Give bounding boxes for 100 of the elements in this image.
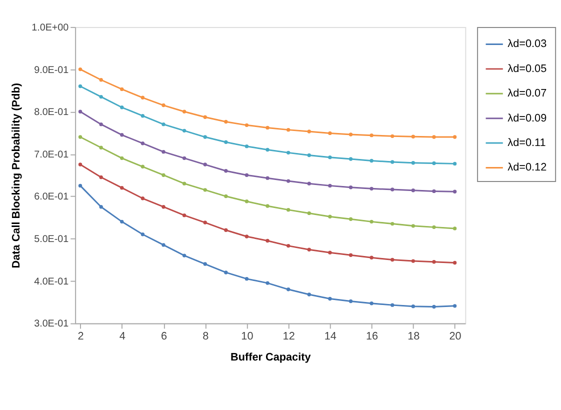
point	[286, 128, 290, 132]
point	[452, 162, 457, 166]
point	[348, 186, 353, 190]
point	[370, 158, 374, 163]
point	[78, 184, 82, 188]
point	[140, 232, 145, 236]
point	[78, 162, 82, 166]
point	[370, 220, 374, 224]
point	[411, 188, 416, 192]
point	[140, 196, 145, 200]
point	[452, 135, 457, 139]
point	[370, 133, 374, 138]
x-axis-title: Buffer Capacity	[230, 351, 311, 364]
point	[411, 304, 416, 308]
point	[452, 226, 457, 230]
point	[182, 254, 186, 258]
x-tick-label: 8	[202, 330, 209, 343]
point	[348, 217, 353, 221]
point	[78, 110, 82, 114]
point	[328, 214, 332, 218]
point	[286, 208, 290, 212]
point	[162, 173, 166, 177]
point	[99, 175, 103, 180]
y-tick-label: 3.0E-01	[34, 318, 69, 330]
point	[203, 162, 207, 166]
point	[266, 148, 270, 152]
point	[411, 134, 416, 138]
point	[182, 156, 186, 160]
y-axis-title: Data Call Blocking Probability (Pdb)	[10, 82, 23, 268]
point	[78, 135, 82, 139]
x-tick-label: 6	[160, 330, 168, 343]
point	[390, 134, 394, 138]
point	[99, 78, 103, 82]
x-tick-label: 2	[78, 330, 84, 343]
point	[266, 176, 270, 180]
y-tick-label: 4.0E-01	[34, 276, 69, 288]
point	[307, 292, 311, 296]
point	[140, 114, 145, 118]
point	[203, 188, 207, 192]
point	[182, 128, 186, 133]
point	[452, 190, 457, 194]
point	[224, 228, 228, 232]
point	[390, 160, 394, 164]
point	[370, 186, 374, 191]
x-tick-label: 12	[282, 330, 295, 343]
point	[411, 259, 416, 263]
legend-label: λd=0.11	[508, 136, 546, 149]
point	[307, 153, 311, 158]
point	[99, 205, 103, 209]
point	[328, 184, 332, 188]
point	[452, 304, 457, 308]
x-tick-label: 10	[241, 330, 254, 343]
legend-label: λd=0.07	[508, 88, 547, 100]
point	[120, 156, 124, 160]
point	[286, 288, 290, 292]
point	[390, 258, 394, 262]
point	[348, 253, 353, 257]
point	[140, 96, 145, 100]
y-tick-label: 8.0E-01	[34, 107, 69, 118]
point	[99, 122, 103, 126]
point	[370, 256, 374, 260]
point	[162, 150, 166, 154]
point	[432, 189, 436, 194]
point	[348, 157, 353, 161]
point	[244, 144, 249, 148]
point	[432, 260, 436, 264]
point	[286, 179, 290, 183]
x-tick-label: 4	[119, 330, 126, 343]
point	[162, 122, 166, 126]
legend-label: λd=0.05	[508, 62, 547, 75]
point	[203, 115, 207, 119]
point	[182, 182, 186, 186]
point	[411, 224, 416, 228]
point	[452, 260, 457, 265]
y-tick-label: 6.0E-01	[34, 192, 69, 203]
y-tick-label: 9.0E-01	[34, 64, 69, 76]
point	[78, 67, 82, 72]
legend-label: λd=0.09	[508, 112, 547, 124]
point	[328, 296, 332, 301]
point	[203, 135, 207, 139]
point	[244, 234, 249, 238]
point	[390, 222, 394, 226]
point	[328, 155, 332, 160]
point	[286, 150, 290, 155]
point	[224, 169, 228, 173]
point	[182, 110, 186, 114]
legend-label: λd=0.03	[508, 38, 547, 50]
point	[390, 188, 394, 192]
x-tick-label: 18	[408, 330, 420, 343]
point	[203, 220, 207, 224]
point	[370, 302, 374, 306]
point	[78, 84, 82, 88]
point	[286, 244, 290, 248]
point	[244, 173, 249, 177]
point	[348, 299, 353, 304]
x-tick-label: 14	[324, 330, 336, 343]
point	[266, 204, 270, 208]
point	[266, 126, 270, 130]
point	[182, 213, 186, 218]
point	[224, 194, 228, 198]
